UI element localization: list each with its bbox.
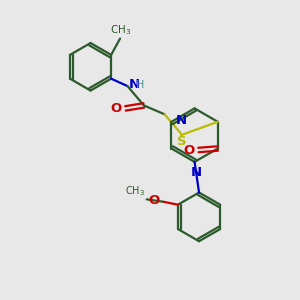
Text: CH$_3$: CH$_3$: [125, 184, 145, 198]
Text: N: N: [191, 166, 202, 179]
Text: N: N: [129, 78, 140, 92]
Text: N: N: [176, 114, 187, 127]
Text: CH$_3$: CH$_3$: [110, 23, 131, 37]
Text: O: O: [111, 102, 122, 115]
Text: O: O: [184, 143, 195, 157]
Text: O: O: [149, 194, 160, 207]
Text: S: S: [177, 135, 187, 148]
Text: H: H: [136, 80, 144, 90]
